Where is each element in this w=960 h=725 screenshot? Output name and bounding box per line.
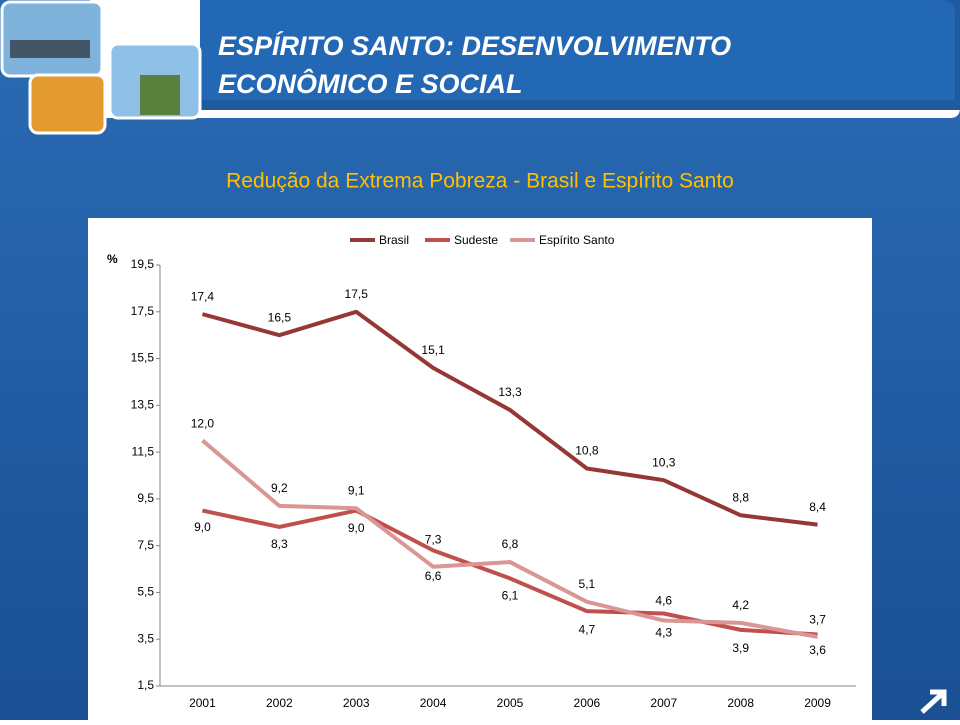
x-tick-label: 2003 (343, 696, 370, 710)
data-label: 9,0 (194, 520, 211, 534)
photo-papaya (28, 73, 107, 135)
y-tick-label: 19,5 (131, 257, 155, 271)
series-line (202, 508, 818, 637)
data-label: 16,5 (268, 310, 292, 324)
data-label: 9,2 (271, 481, 288, 495)
y-tick-label: 13,5 (131, 398, 155, 412)
y-tick-label: 1,5 (137, 678, 154, 692)
data-label: 5,1 (579, 577, 596, 591)
data-label: 6,1 (502, 589, 519, 603)
data-label: 6,6 (425, 569, 442, 583)
x-tick-label: 2001 (189, 696, 216, 710)
legend-label: Sudeste (454, 233, 498, 247)
data-label: 10,8 (575, 444, 599, 458)
chart-area (88, 218, 872, 720)
x-tick-label: 2008 (727, 696, 754, 710)
y-tick-label: 3,5 (137, 631, 154, 645)
y-tick-label: 17,5 (131, 304, 155, 318)
legend-label: Brasil (379, 233, 409, 247)
series-line (201, 438, 818, 639)
data-label: 10,3 (652, 455, 676, 469)
y-tick-label: 15,5 (131, 351, 155, 365)
data-label: 4,6 (655, 594, 672, 608)
photo-ship (0, 0, 104, 78)
data-label: 4,2 (732, 598, 749, 612)
data-label: 9,0 (348, 521, 365, 535)
y-axis-label: % (107, 252, 118, 266)
plot: 1,5 3,5 5,5 7,5 9,5 11,5 13,5 15,5 17,5 19,5 2001 2… (131, 233, 856, 710)
data-label: 12,0 (191, 417, 215, 431)
x-tick-label: 2006 (574, 696, 601, 710)
banner-title: ECONÔMICO E SOCIAL (218, 68, 523, 99)
data-label: 3,7 (809, 613, 826, 627)
banner-inner (200, 0, 955, 100)
data-label: 8,3 (271, 537, 288, 551)
x-tick-label: 2004 (420, 696, 447, 710)
data-label: 4,3 (655, 626, 672, 640)
x-tick-label: 2009 (804, 696, 831, 710)
y-tick-label: 11,5 (132, 444, 155, 458)
data-label: 6,8 (502, 537, 519, 551)
logo-arrow (920, 689, 947, 714)
x-tick-label: 2002 (266, 696, 293, 710)
data-label: 7,3 (425, 533, 442, 547)
data-label: 4,7 (579, 622, 596, 636)
series-line (201, 309, 818, 527)
data-label: 17,4 (191, 289, 215, 303)
data-label: 3,6 (809, 643, 826, 657)
chart-title: Redução da Extrema Pobreza - Brasil e Es… (226, 170, 734, 193)
y-tick-label: 7,5 (137, 538, 154, 552)
legend-label: Espírito Santo (539, 233, 615, 247)
data-label: 17,5 (345, 287, 369, 301)
x-tick-label: 2007 (650, 696, 677, 710)
data-label: 8,8 (732, 490, 749, 504)
photo-detail (140, 75, 180, 115)
data-label: 15,1 (421, 343, 445, 357)
photo-detail (10, 40, 90, 58)
data-label: 13,3 (498, 385, 522, 399)
data-label: 9,1 (348, 483, 365, 497)
y-tick-label: 9,5 (137, 491, 154, 505)
banner-title: ESPÍRITO SANTO: DESENVOLVIMENTO (218, 30, 731, 61)
x-tick-label: 2005 (497, 696, 524, 710)
y-tick-label: 5,5 (137, 585, 154, 599)
data-label: 3,9 (732, 641, 749, 655)
data-label: 8,4 (809, 500, 826, 514)
